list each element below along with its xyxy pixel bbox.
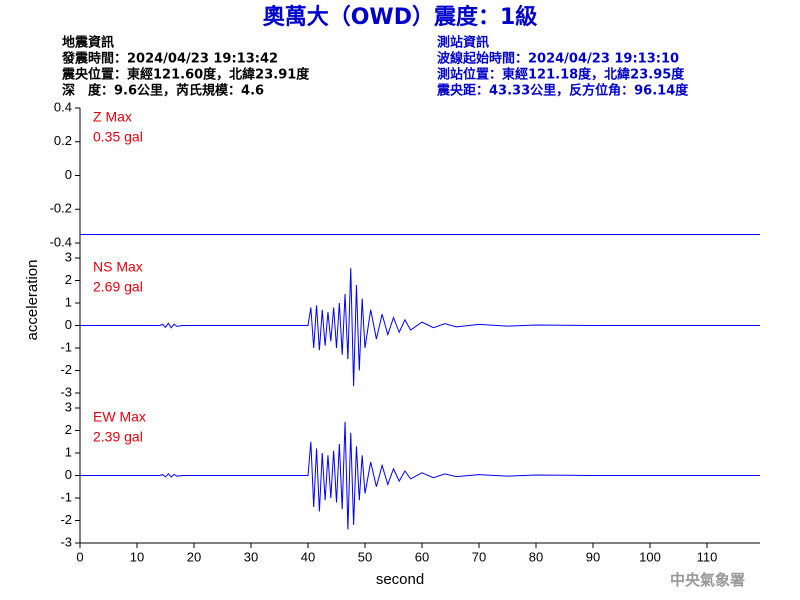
max-label: NS Max — [93, 259, 143, 275]
x-tick-label: 30 — [244, 549, 258, 564]
y-tick-label: 0.2 — [54, 133, 72, 148]
y-tick-label: 2 — [65, 422, 72, 437]
event-info-line: 深 度：9.6公里，芮氏規模：4.6 — [62, 83, 264, 99]
y-axis-label: acceleration — [24, 260, 41, 341]
y-tick-label: 0 — [65, 317, 72, 332]
y-tick-label: 3 — [65, 249, 72, 264]
y-tick-label: -3 — [60, 534, 72, 549]
y-tick-label: 0 — [65, 167, 72, 182]
event-info-heading: 地震資訊 — [62, 35, 114, 51]
y-tick-label: 2 — [65, 272, 72, 287]
x-tick-label: 20 — [187, 549, 201, 564]
watermark: 中央氣象署 — [670, 571, 745, 589]
y-tick-label: 1 — [65, 294, 72, 309]
x-tick-label: 90 — [586, 549, 600, 564]
x-tick-label: 10 — [130, 549, 144, 564]
event-info-line: 震央位置：東經121.60度，北緯23.91度 — [61, 67, 310, 83]
y-tick-label: -2 — [60, 512, 72, 527]
x-axis-label: second — [376, 571, 424, 588]
x-tick-label: 40 — [301, 549, 315, 564]
station-info-line: 波線起始時間：2024/04/23 19:13:10 — [437, 51, 679, 67]
y-tick-label: -0.4 — [50, 234, 72, 249]
y-tick-label: 3 — [65, 399, 72, 414]
chart-title: 奧萬大（OWD）震度：1級 — [263, 4, 538, 30]
waveform — [80, 421, 760, 530]
station-info-line: 測站位置：東經121.18度，北緯23.95度 — [437, 67, 685, 83]
y-tick-label: -3 — [60, 384, 72, 399]
x-tick-label: 100 — [639, 549, 661, 564]
y-tick-label: 0.4 — [54, 99, 72, 114]
y-tick-label: 0 — [65, 467, 72, 482]
x-tick-label: 50 — [358, 549, 372, 564]
x-tick-label: 70 — [472, 549, 486, 564]
x-tick-label: 0 — [76, 549, 83, 564]
waveform — [80, 268, 760, 387]
max-value: 0.35 gal — [93, 129, 143, 145]
y-tick-label: -2 — [60, 362, 72, 377]
max-value: 2.39 gal — [93, 429, 143, 445]
x-tick-label: 60 — [415, 549, 429, 564]
y-tick-label: 1 — [65, 444, 72, 459]
y-tick-label: -1 — [60, 339, 72, 354]
station-info-line: 震央距：43.33公里，反方位角：96.14度 — [436, 83, 689, 99]
max-label: Z Max — [93, 109, 132, 125]
station-info-heading: 測站資訊 — [437, 35, 489, 51]
max-value: 2.69 gal — [93, 279, 143, 295]
y-tick-label: -0.2 — [50, 201, 72, 216]
x-tick-label: 80 — [529, 549, 543, 564]
max-label: EW Max — [93, 409, 146, 425]
x-tick-label: 110 — [697, 549, 718, 564]
y-tick-label: -1 — [60, 489, 72, 504]
event-info-line: 發震時間：2024/04/23 19:13:42 — [61, 51, 278, 67]
